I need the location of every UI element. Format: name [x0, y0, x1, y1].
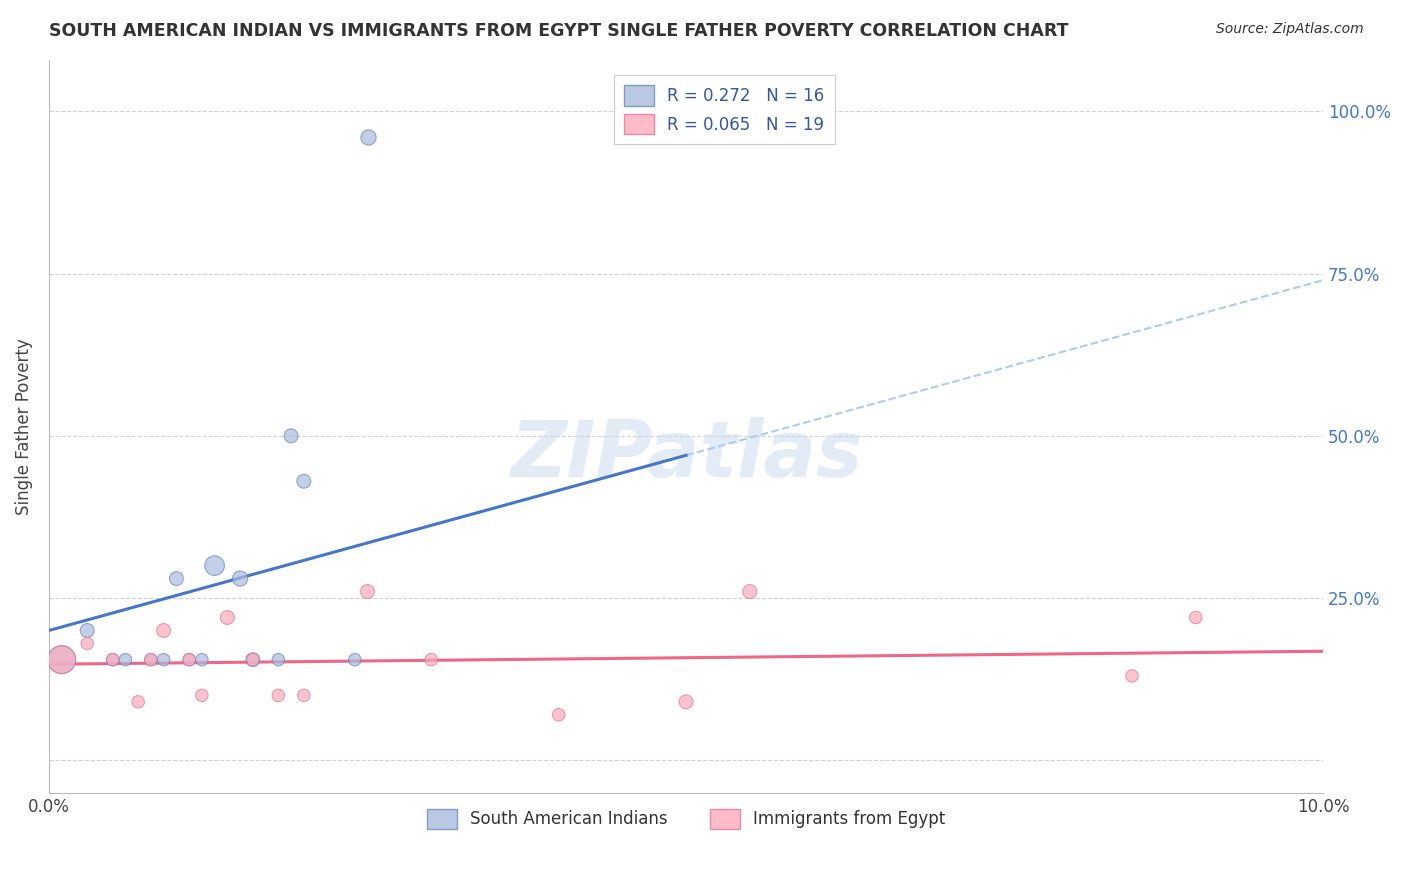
Point [1121, 669, 1143, 683]
Point [101, 653, 124, 667]
Point [356, 130, 378, 145]
Legend: South American Indians, Immigrants from Egypt: South American Indians, Immigrants from … [420, 802, 952, 836]
Point [229, 572, 252, 586]
Text: Source: ZipAtlas.com: Source: ZipAtlas.com [1216, 22, 1364, 37]
Point [191, 689, 214, 703]
Y-axis label: Single Father Poverty: Single Father Poverty [15, 338, 32, 515]
Point [280, 429, 302, 443]
Point [191, 653, 214, 667]
Point [127, 695, 149, 709]
Point [139, 653, 162, 667]
Point [101, 653, 124, 667]
Point [242, 653, 264, 667]
Point [114, 653, 136, 667]
Point [139, 653, 162, 667]
Point [204, 558, 226, 573]
Point [420, 653, 443, 667]
Point [152, 653, 174, 667]
Point [356, 584, 378, 599]
Point [179, 653, 201, 667]
Point [267, 653, 290, 667]
Point [1184, 610, 1206, 624]
Point [292, 689, 315, 703]
Point [51, 653, 73, 667]
Point [738, 584, 761, 599]
Point [76, 624, 98, 638]
Point [76, 636, 98, 650]
Text: ZIPatlas: ZIPatlas [510, 417, 862, 493]
Point [217, 610, 239, 624]
Point [547, 707, 569, 722]
Point [343, 653, 366, 667]
Point [267, 689, 290, 703]
Point [242, 653, 264, 667]
Point [675, 695, 697, 709]
Point [292, 475, 315, 489]
Point [165, 572, 187, 586]
Text: SOUTH AMERICAN INDIAN VS IMMIGRANTS FROM EGYPT SINGLE FATHER POVERTY CORRELATION: SOUTH AMERICAN INDIAN VS IMMIGRANTS FROM… [49, 22, 1069, 40]
Point [152, 624, 174, 638]
Point [51, 653, 73, 667]
Point [179, 653, 201, 667]
